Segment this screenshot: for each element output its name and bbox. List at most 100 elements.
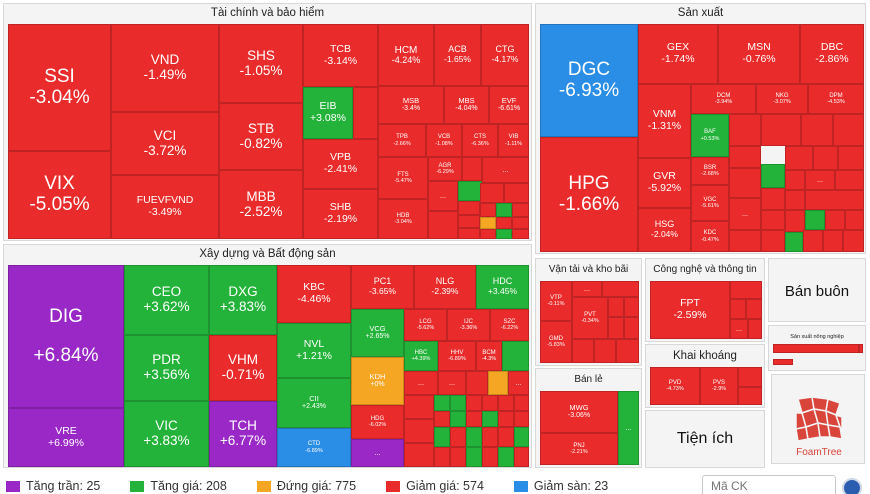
stock-tile-VHM[interactable]: VHM -0.71% xyxy=(209,335,277,401)
small-tile[interactable] xyxy=(835,170,864,190)
small-tile[interactable] xyxy=(843,230,864,252)
small-tile[interactable] xyxy=(482,411,498,427)
small-tile[interactable] xyxy=(845,210,864,230)
small-tile[interactable] xyxy=(833,114,864,146)
stock-tile-VIC[interactable]: VIC +3.83% xyxy=(124,401,209,467)
small-tile[interactable] xyxy=(730,281,762,299)
stock-tile-PC1[interactable]: PC1 -3.65% xyxy=(351,265,414,309)
small-tile[interactable] xyxy=(761,230,785,252)
small-tile[interactable] xyxy=(512,229,529,239)
stock-tile-VIB[interactable]: VIB -1.11% xyxy=(498,124,529,157)
stock-tile-TCB[interactable]: TCB -3.14% xyxy=(303,24,378,87)
stock-tile-PNJ[interactable]: PNJ -2.21% xyxy=(540,433,618,465)
small-tile[interactable] xyxy=(729,146,761,168)
small-tile[interactable] xyxy=(428,211,458,239)
small-tile[interactable] xyxy=(761,210,785,230)
small-tile[interactable] xyxy=(738,387,762,405)
stock-tile-CTD[interactable]: CTD -6.89% xyxy=(277,428,351,467)
sector-panel-wholesale[interactable]: Bán buôn xyxy=(768,258,866,322)
small-tile[interactable] xyxy=(729,168,761,198)
stock-tile-MBS[interactable]: MBS -4.04% xyxy=(444,86,489,124)
stock-tile-SSI[interactable]: SSI -3.04% xyxy=(8,24,111,151)
small-tile[interactable] xyxy=(466,371,488,395)
small-tile[interactable] xyxy=(738,367,762,387)
small-tile[interactable] xyxy=(514,411,529,427)
stock-tile-DBC[interactable]: DBC -2.86% xyxy=(800,24,864,84)
small-tile[interactable] xyxy=(434,447,450,467)
small-tile[interactable] xyxy=(785,210,805,232)
small-tile[interactable] xyxy=(504,183,529,203)
stock-tile-SHB[interactable]: SHB -2.19% xyxy=(303,189,378,239)
small-tile[interactable] xyxy=(729,114,761,146)
stock-tile-MSB[interactable]: MSB -3.4% xyxy=(378,86,444,124)
stock-tile-VRE[interactable]: VRE +6.99% xyxy=(8,408,124,467)
small-tile[interactable] xyxy=(624,317,639,339)
more-tile[interactable]: ... xyxy=(805,170,835,190)
stock-tile-NLG[interactable]: NLG -2.39% xyxy=(414,265,476,309)
stock-tile-DIG[interactable]: DIG +6.84% xyxy=(8,265,124,408)
small-tile[interactable] xyxy=(512,217,529,229)
small-tile[interactable] xyxy=(498,447,514,467)
stock-tile-GVR[interactable]: GVR -5.92% xyxy=(638,158,691,208)
stock-tile-KDC[interactable]: KDC -0.47% xyxy=(691,221,729,252)
small-tile[interactable] xyxy=(480,229,496,239)
small-tile[interactable] xyxy=(498,411,514,427)
small-tile[interactable] xyxy=(458,181,482,201)
small-tile[interactable] xyxy=(761,188,785,210)
small-tile[interactable] xyxy=(480,203,496,217)
small-tile[interactable] xyxy=(480,183,504,203)
small-tile[interactable] xyxy=(458,201,480,215)
small-tile[interactable] xyxy=(624,297,639,317)
stock-tile-SHS[interactable]: SHS -1.05% xyxy=(219,24,303,103)
stock-tile-EVF[interactable]: EVF -6.61% xyxy=(489,86,529,124)
small-tile[interactable] xyxy=(730,299,746,319)
small-tile[interactable] xyxy=(746,299,762,319)
stock-tile-VCB[interactable]: VCB -1.08% xyxy=(426,124,462,157)
stock-tile-HDG[interactable]: HDG -6.02% xyxy=(351,405,404,439)
small-tile[interactable] xyxy=(608,297,624,317)
stock-tile-TCH[interactable]: TCH +6.77% xyxy=(209,401,277,467)
small-tile[interactable] xyxy=(434,427,450,447)
stock-tile-CTS[interactable]: CTS -6.36% xyxy=(462,124,498,157)
stock-tile-AGR[interactable]: AGR -6.29% xyxy=(428,157,462,181)
small-tile[interactable] xyxy=(498,395,514,411)
stock-search-input[interactable] xyxy=(702,475,836,494)
app-logo-icon[interactable] xyxy=(842,478,862,494)
small-tile[interactable] xyxy=(514,395,529,411)
stock-tile-HHV[interactable]: HHV -6.89% xyxy=(438,341,476,371)
stock-tile-FTS[interactable]: FTS -5.47% xyxy=(378,157,428,199)
more-tile[interactable]: ... xyxy=(438,371,466,395)
stock-tile-CEO[interactable]: CEO +3.62% xyxy=(124,265,209,335)
small-tile[interactable] xyxy=(498,427,514,447)
stock-tile-BAF[interactable]: BAF +0.53% xyxy=(691,114,729,157)
small-tile[interactable] xyxy=(450,447,466,467)
small-tile[interactable] xyxy=(450,427,466,447)
small-tile[interactable] xyxy=(616,339,639,363)
stock-tile-NKG[interactable]: NKG -3.07% xyxy=(756,84,808,114)
small-tile[interactable] xyxy=(512,203,529,217)
small-tile[interactable] xyxy=(458,228,480,239)
stock-tile-HBC[interactable]: HBC +4.39% xyxy=(404,341,438,371)
small-tile[interactable] xyxy=(488,371,508,395)
stock-tile-VNM[interactable]: VNM -1.31% xyxy=(638,84,691,158)
small-tile[interactable] xyxy=(466,411,482,427)
small-tile[interactable] xyxy=(773,359,793,365)
stock-tile-PVT[interactable]: PVT -0.34% xyxy=(572,297,608,339)
stock-tile-DPM[interactable]: DPM -4.53% xyxy=(808,84,864,114)
small-tile[interactable] xyxy=(785,170,805,190)
small-tile[interactable] xyxy=(404,395,434,419)
small-tile[interactable] xyxy=(801,114,833,146)
stock-tile-SZC[interactable]: SZC -6.22% xyxy=(490,309,529,341)
stock-tile-PDR[interactable]: PDR +3.56% xyxy=(124,335,209,401)
stock-tile-VND[interactable]: VND -1.49% xyxy=(111,24,219,112)
small-tile[interactable] xyxy=(502,341,529,371)
small-tile[interactable] xyxy=(572,339,594,363)
stock-tile-HDC[interactable]: HDC +3.45% xyxy=(476,265,529,309)
small-tile[interactable] xyxy=(482,427,498,447)
small-tile[interactable] xyxy=(803,230,823,252)
more-tile[interactable]: ... xyxy=(404,371,438,395)
small-tile[interactable] xyxy=(458,215,480,228)
small-tile[interactable] xyxy=(496,229,512,239)
small-tile[interactable] xyxy=(825,210,845,230)
stock-tile-HDB[interactable]: HDB -3.04% xyxy=(378,199,428,239)
